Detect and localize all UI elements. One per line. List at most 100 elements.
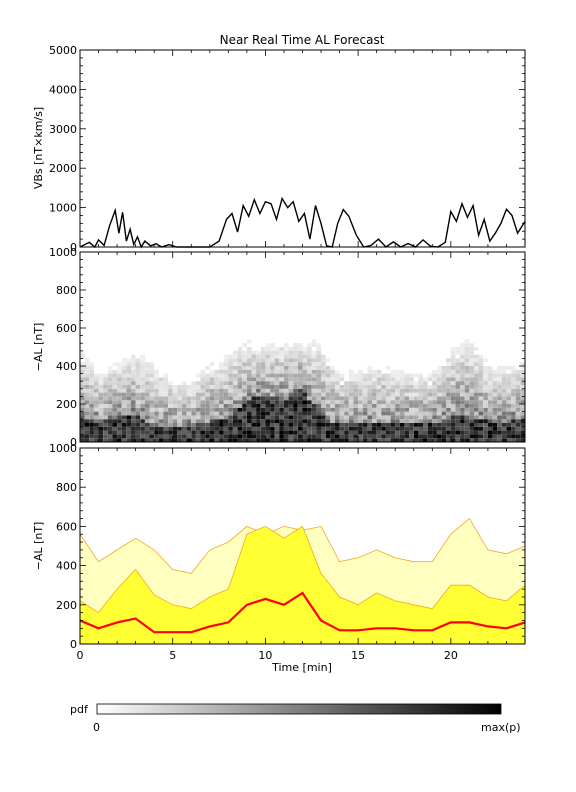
- heatmap-cell: [219, 400, 224, 404]
- heatmap-cell: [80, 419, 85, 423]
- heatmap-cell: [432, 426, 437, 431]
- heatmap-cell: [381, 423, 386, 427]
- heatmap-cell: [474, 415, 479, 420]
- heatmap-cell: [135, 385, 141, 389]
- heatmap-cell: [265, 411, 270, 416]
- heatmap-cell: [219, 434, 224, 439]
- heatmap-cell: [233, 392, 238, 397]
- heatmap-cell: [149, 373, 155, 378]
- heatmap-cell: [367, 404, 372, 408]
- heatmap-cell: [214, 423, 219, 427]
- heatmap-cell: [455, 396, 461, 401]
- heatmap-cell: [446, 381, 451, 385]
- heatmap-cell: [223, 358, 229, 363]
- heatmap-cell: [284, 396, 289, 401]
- heatmap-cell: [177, 388, 182, 393]
- heatmap-cell: [399, 415, 405, 420]
- heatmap-cell: [520, 373, 525, 378]
- heatmap-cell: [284, 343, 289, 347]
- heatmap-cell: [228, 411, 233, 416]
- heatmap-cell: [154, 373, 159, 378]
- heatmap-cell: [455, 369, 461, 374]
- heatmap-cell: [307, 366, 312, 370]
- heatmap-cell: [344, 426, 349, 431]
- heatmap-cell: [520, 407, 525, 412]
- heatmap-cell: [325, 415, 331, 420]
- heatmap-cell: [348, 411, 354, 416]
- heatmap-cell: [223, 404, 229, 408]
- heatmap-cell: [205, 404, 210, 408]
- heatmap-cell: [339, 419, 345, 423]
- heatmap-cell: [358, 388, 363, 393]
- heatmap-cell: [182, 415, 187, 420]
- heatmap-cell: [367, 438, 372, 442]
- heatmap-cell: [321, 404, 326, 408]
- heatmap-cell: [511, 381, 516, 385]
- heatmap-cell: [348, 392, 354, 397]
- heatmap-cell: [497, 385, 502, 389]
- heatmap-cell: [367, 373, 372, 378]
- heatmap-cell: [325, 369, 331, 374]
- heatmap-cell: [219, 385, 224, 389]
- heatmap-cell: [163, 434, 168, 439]
- heatmap-cell: [455, 419, 461, 423]
- heatmap-cell: [515, 404, 521, 408]
- heatmap-cell: [117, 362, 122, 366]
- heatmap-cell: [117, 411, 122, 416]
- heatmap-cell: [200, 415, 206, 420]
- heatmap-cell: [515, 396, 521, 401]
- heatmap-cell: [372, 377, 377, 382]
- heatmap-cell: [260, 426, 266, 431]
- heatmap-cell: [293, 392, 298, 397]
- heatmap-cell: [478, 407, 484, 412]
- heatmap-cell: [195, 388, 201, 393]
- heatmap-cell: [297, 373, 303, 378]
- heatmap-cell: [427, 407, 433, 412]
- heatmap-cell: [205, 426, 210, 431]
- heatmap-cell: [339, 373, 345, 378]
- heatmap-cell: [265, 381, 270, 385]
- heatmap-cell: [511, 430, 516, 435]
- heatmap-cell: [311, 423, 317, 427]
- heatmap-cell: [492, 388, 498, 393]
- heatmap-cell: [399, 426, 405, 431]
- heatmap-cell: [182, 423, 187, 427]
- heatmap-cell: [186, 396, 192, 401]
- heatmap-cell: [358, 423, 363, 427]
- heatmap-cell: [284, 438, 289, 442]
- heatmap-cell: [140, 407, 145, 412]
- heatmap-cell: [307, 369, 312, 374]
- heatmap-cell: [191, 430, 196, 435]
- heatmap-cell: [478, 362, 484, 366]
- heatmap-cell: [339, 415, 345, 420]
- heatmap-cell: [316, 430, 321, 435]
- heatmap-cell: [330, 377, 335, 382]
- heatmap-cell: [390, 377, 396, 382]
- heatmap-cell: [316, 388, 321, 393]
- heatmap-cell: [144, 392, 150, 397]
- heatmap-cell: [288, 411, 294, 416]
- heatmap-cell: [339, 385, 345, 389]
- heatmap-cell: [265, 430, 270, 435]
- heatmap-cell: [112, 377, 117, 382]
- heatmap-cell: [436, 434, 442, 439]
- heatmap-cell: [399, 381, 405, 385]
- heatmap-cell: [270, 407, 275, 412]
- heatmap-cell: [413, 381, 419, 385]
- heatmap-cell: [330, 438, 335, 442]
- heatmap-cell: [260, 354, 266, 359]
- heatmap-cell: [339, 377, 345, 382]
- heatmap-cell: [474, 381, 479, 385]
- heatmap-cell: [367, 385, 372, 389]
- heatmap-cell: [98, 426, 104, 431]
- heatmap-cell: [469, 385, 474, 389]
- heatmap-cell: [228, 415, 233, 420]
- heatmap-cell: [297, 426, 303, 431]
- heatmap-cell: [455, 392, 461, 397]
- heatmap-cell: [395, 388, 400, 393]
- heatmap-cell: [279, 392, 284, 397]
- heatmap-cell: [409, 400, 414, 404]
- heatmap-cell: [469, 438, 474, 442]
- heatmap-cell: [520, 426, 525, 431]
- heatmap-cell: [288, 430, 294, 435]
